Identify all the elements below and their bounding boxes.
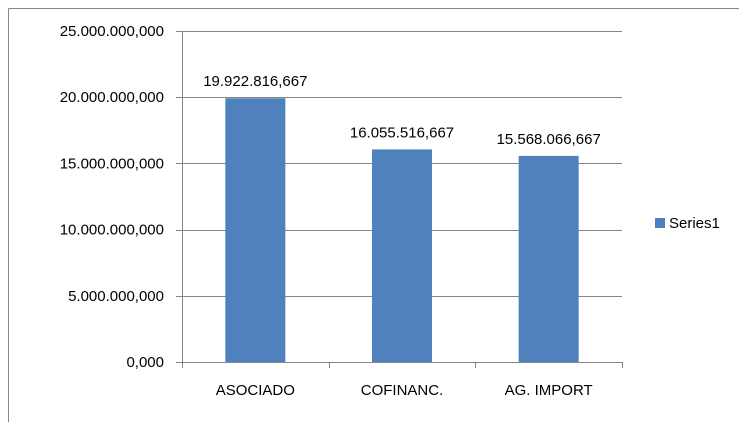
bar-2 — [372, 149, 432, 362]
y-tick-label: 10.000.000,000 — [60, 222, 164, 239]
x-tick-label: COFINANC. — [361, 382, 444, 399]
legend-swatch — [655, 218, 665, 228]
y-tick-label: 0,000 — [126, 354, 164, 371]
y-tick-label: 5.000.000,000 — [68, 288, 164, 305]
y-tick-label: 20.000.000,000 — [60, 89, 164, 106]
x-tick-label: ASOCIADO — [216, 382, 295, 399]
bar-1 — [225, 98, 286, 362]
data-label-3: 15.568.066,667 — [497, 131, 601, 148]
legend-label: Series1 — [669, 215, 720, 232]
y-tick-label: 15.000.000,000 — [60, 155, 164, 172]
bar-3 — [518, 155, 579, 362]
data-label-1: 19.922.816,667 — [203, 73, 307, 90]
x-tick-label: AG. IMPORT — [505, 382, 593, 399]
data-label-2: 16.055.516,667 — [350, 124, 454, 141]
y-tick-label: 25.000.000,000 — [60, 23, 164, 40]
